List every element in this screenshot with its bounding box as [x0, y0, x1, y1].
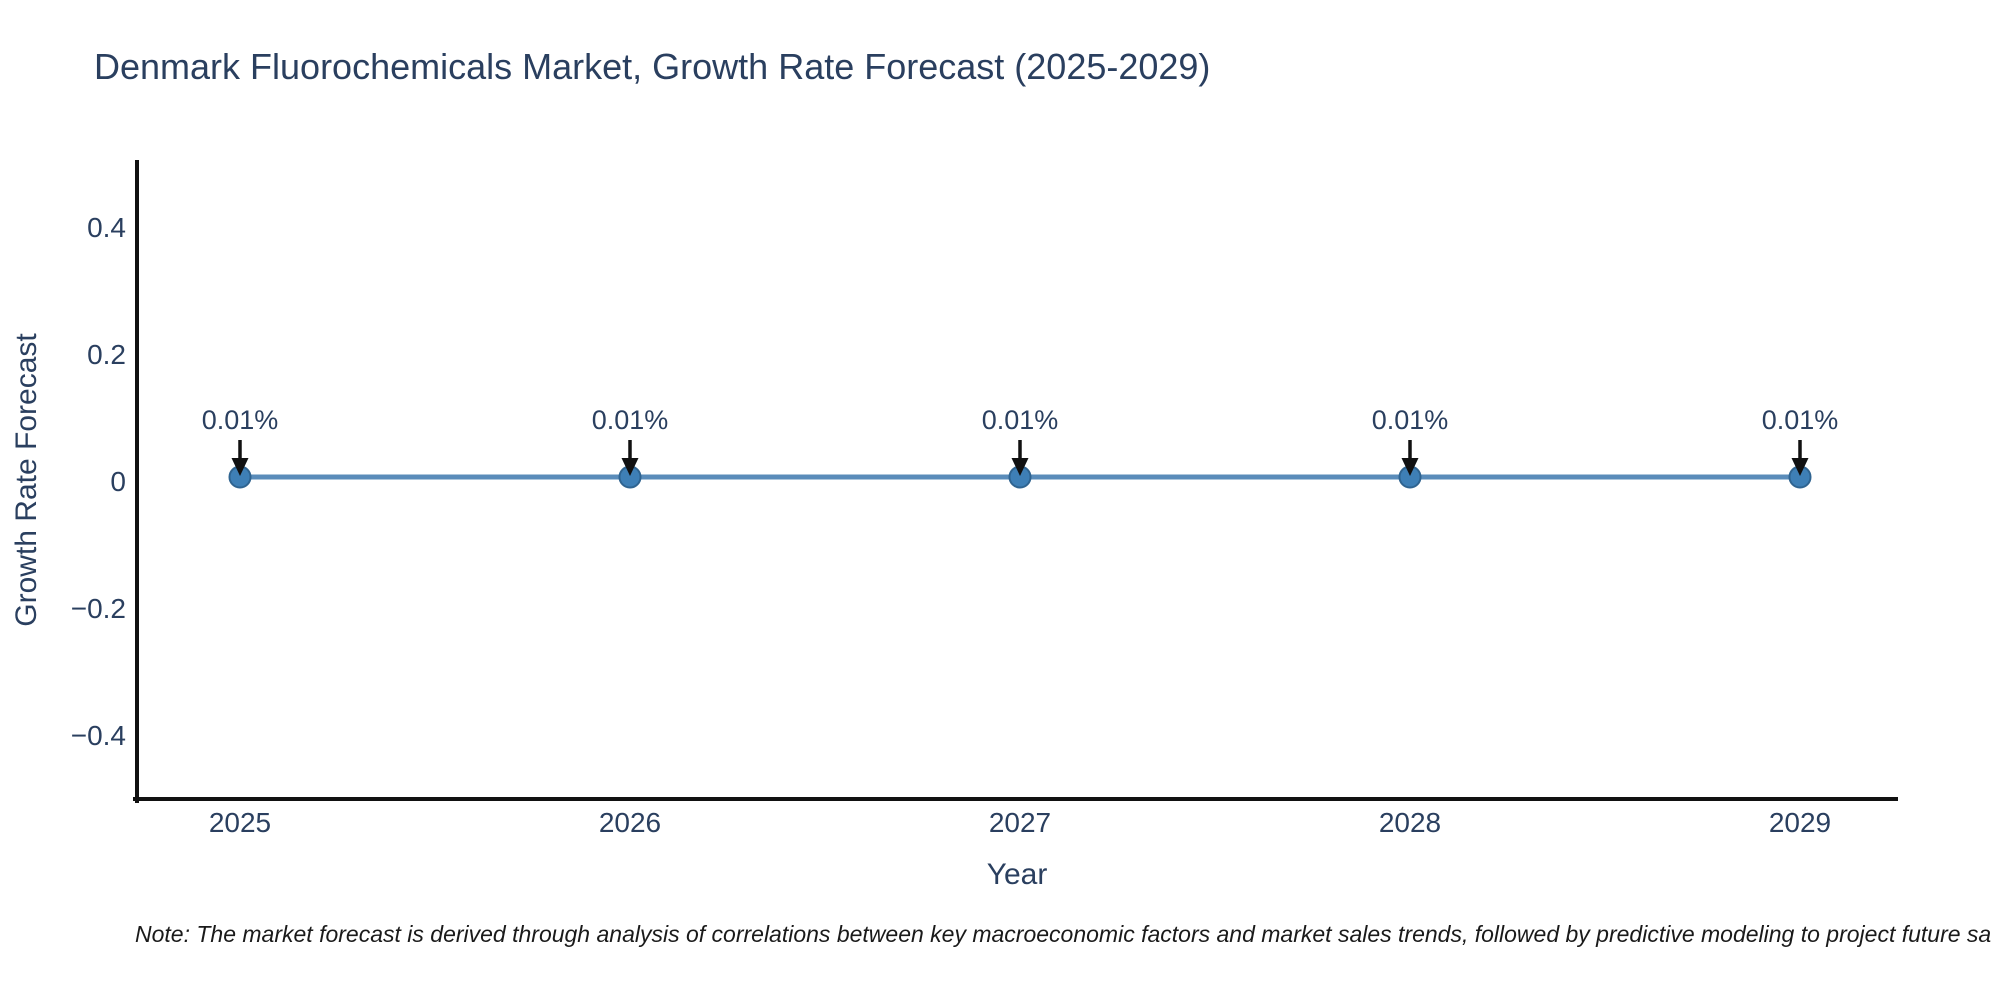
- chart-title: Denmark Fluorochemicals Market, Growth R…: [94, 46, 1211, 87]
- data-point-label: 0.01%: [201, 405, 279, 435]
- y-tick-label: 0.2: [87, 339, 126, 370]
- annotation-arrow: [1791, 440, 1809, 476]
- arrow-head-icon: [1011, 458, 1029, 476]
- arrow-head-icon: [621, 458, 639, 476]
- annotation-arrow: [621, 440, 639, 476]
- arrow-head-icon: [1791, 458, 1809, 476]
- y-axis-title-text: Growth Rate Forecast: [10, 333, 43, 627]
- arrow-head-icon: [1401, 458, 1419, 476]
- x-tick-label: 2027: [988, 807, 1052, 838]
- data-point-label: 0.01%: [1371, 405, 1449, 435]
- x-tick-label: 2029: [1768, 807, 1832, 838]
- x-tick-label: 2026: [598, 807, 662, 838]
- annotation-arrow: [231, 440, 249, 476]
- y-tick-label: 0.4: [87, 212, 126, 243]
- footnote: Note: The market forecast is derived thr…: [135, 921, 1992, 947]
- y-tick-label: 0: [110, 466, 126, 497]
- arrow-head-icon: [231, 458, 249, 476]
- y-tick-label: −0.2: [70, 593, 126, 624]
- annotation-arrow: [1011, 440, 1029, 476]
- x-axis-title: Year: [986, 858, 1048, 891]
- x-tick-label: 2025: [208, 807, 272, 838]
- data-point-label: 0.01%: [1761, 405, 1839, 435]
- data-point-label: 0.01%: [591, 405, 669, 435]
- y-tick-label: −0.4: [70, 720, 126, 751]
- data-point-label: 0.01%: [981, 405, 1059, 435]
- x-tick-label: 2028: [1378, 807, 1442, 838]
- annotation-arrow: [1401, 440, 1419, 476]
